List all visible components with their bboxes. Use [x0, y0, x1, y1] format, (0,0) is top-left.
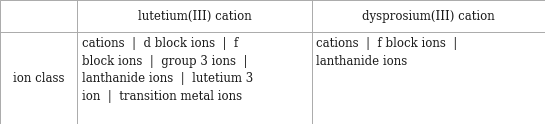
Text: ion class: ion class [13, 72, 64, 85]
Text: cations  |  d block ions  |  f
block ions  |  group 3 ions  |
lanthanide ions  |: cations | d block ions | f block ions | … [82, 37, 253, 103]
Text: lutetium(III) cation: lutetium(III) cation [138, 10, 251, 23]
Text: cations  |  f block ions  |
lanthanide ions: cations | f block ions | lanthanide ions [316, 37, 457, 68]
Text: dysprosium(III) cation: dysprosium(III) cation [362, 10, 495, 23]
